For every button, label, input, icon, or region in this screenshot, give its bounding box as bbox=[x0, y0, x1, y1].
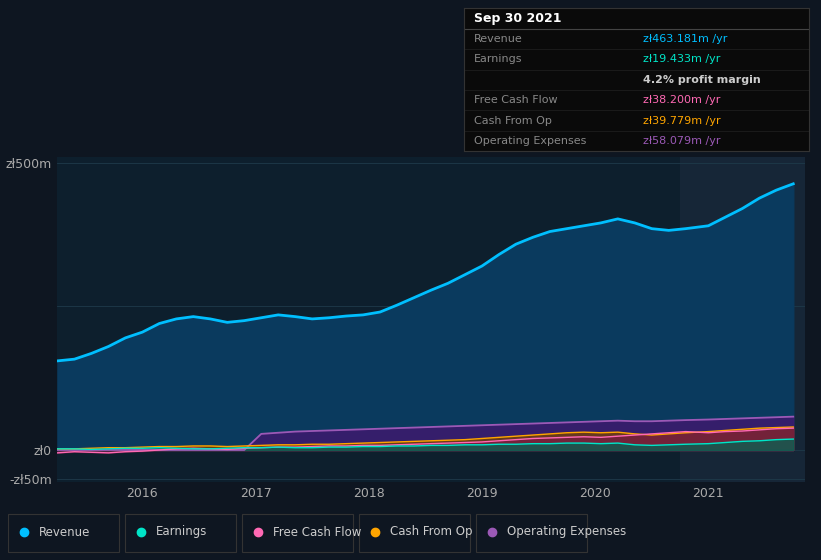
Text: Free Cash Flow: Free Cash Flow bbox=[475, 95, 557, 105]
Text: Earnings: Earnings bbox=[475, 54, 523, 64]
Text: zł58.079m /yr: zł58.079m /yr bbox=[643, 136, 721, 146]
Text: Free Cash Flow: Free Cash Flow bbox=[273, 525, 361, 539]
Text: zł463.181m /yr: zł463.181m /yr bbox=[643, 34, 727, 44]
Text: 4.2% profit margin: 4.2% profit margin bbox=[643, 75, 761, 85]
Text: Sep 30 2021: Sep 30 2021 bbox=[475, 12, 562, 25]
Text: Earnings: Earnings bbox=[156, 525, 208, 539]
Text: Operating Expenses: Operating Expenses bbox=[507, 525, 626, 539]
Text: Revenue: Revenue bbox=[39, 525, 90, 539]
Text: Revenue: Revenue bbox=[475, 34, 523, 44]
Text: zł38.200m /yr: zł38.200m /yr bbox=[643, 95, 721, 105]
Bar bbox=[680, 157, 805, 482]
Text: Cash From Op: Cash From Op bbox=[475, 115, 552, 125]
FancyBboxPatch shape bbox=[125, 514, 236, 552]
FancyBboxPatch shape bbox=[242, 514, 353, 552]
FancyBboxPatch shape bbox=[8, 514, 119, 552]
Text: zł39.779m /yr: zł39.779m /yr bbox=[643, 115, 721, 125]
Text: zł19.433m /yr: zł19.433m /yr bbox=[643, 54, 721, 64]
Text: Operating Expenses: Operating Expenses bbox=[475, 136, 586, 146]
Text: Cash From Op: Cash From Op bbox=[390, 525, 472, 539]
FancyBboxPatch shape bbox=[476, 514, 587, 552]
FancyBboxPatch shape bbox=[360, 514, 470, 552]
